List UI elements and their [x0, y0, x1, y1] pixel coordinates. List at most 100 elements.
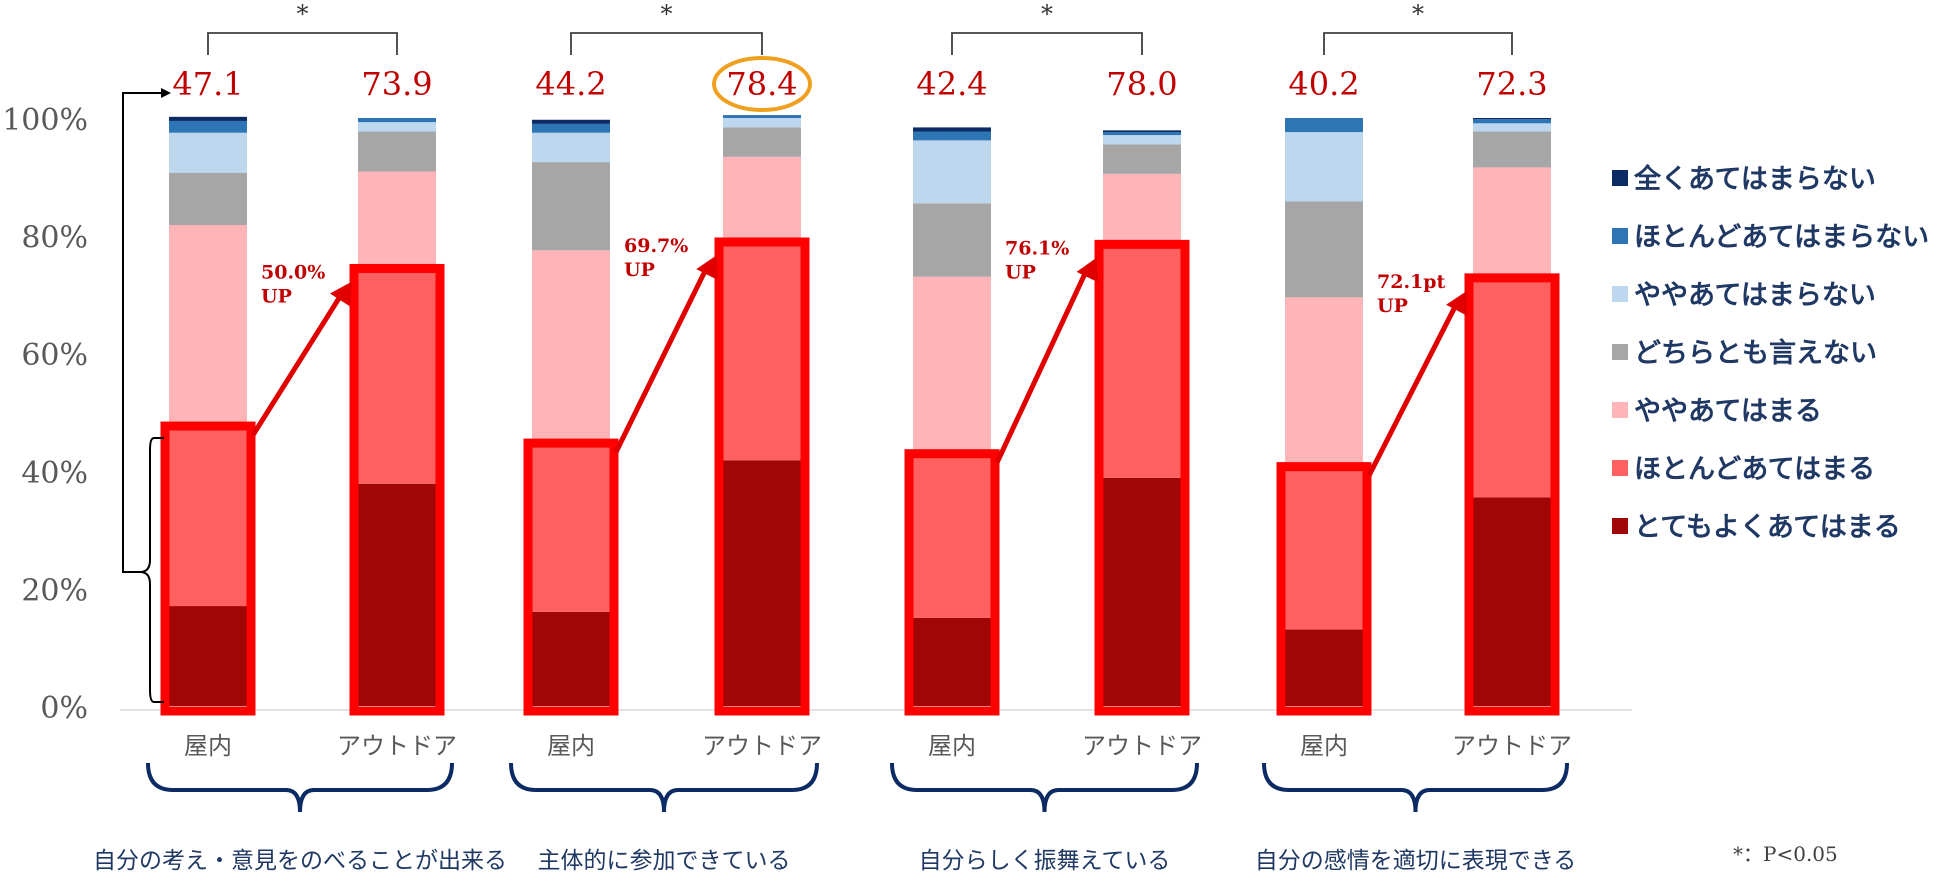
highlight-frame: [1094, 239, 1190, 716]
bar-segment: [1473, 118, 1551, 120]
bar-segment: [532, 123, 610, 133]
bar-segment: [913, 456, 991, 618]
highlight-frame: [523, 438, 619, 716]
bar-segment: [1103, 132, 1181, 136]
left-indicator-line: [122, 92, 161, 573]
significance-bracket: [1323, 32, 1513, 55]
legend-swatch: [1612, 228, 1628, 244]
significance-bracket: [570, 32, 763, 55]
bar-top-value: 73.9: [361, 65, 432, 103]
legend-swatch: [1612, 518, 1628, 534]
category-label: アウトドア: [702, 732, 822, 760]
significance-bracket: [207, 32, 398, 55]
legend-swatch: [1612, 170, 1628, 186]
legend-swatch: [1612, 402, 1628, 418]
legend-label: ほとんどあてはまらない: [1634, 222, 1929, 253]
bar-top-value: 78.4: [726, 65, 797, 103]
y-axis: 0% 20% 40% 60% 80% 100%: [2, 103, 1632, 726]
bar-segment: [723, 118, 801, 128]
significance-bracket: [951, 32, 1143, 55]
bar-segment: [532, 250, 610, 447]
category-label: アウトドア: [337, 732, 457, 760]
bar-segment: [1473, 167, 1551, 281]
bar-top-value: 72.3: [1476, 65, 1547, 103]
increase-label: 50.0%: [261, 261, 325, 283]
y-tick-label: 80%: [21, 221, 88, 256]
bar-segment: [1103, 135, 1181, 145]
legend-label: ややあてはまらない: [1634, 280, 1876, 311]
bar-segment: [723, 115, 801, 118]
bar-segment: [169, 132, 247, 173]
bar-segment: [723, 156, 801, 246]
bar-segment: [358, 271, 436, 484]
y-tick-label: 100%: [2, 103, 88, 138]
increase-arrowhead: [696, 255, 718, 281]
bar-top-value: 78.0: [1106, 65, 1177, 103]
bar-segment: [532, 162, 610, 251]
bar-segment: [913, 127, 991, 132]
left-indicator-arrowhead: [161, 88, 171, 98]
legend-label: どちらとも言えない: [1634, 338, 1877, 369]
increase-arrow: [994, 268, 1090, 464]
bar-segment: [169, 606, 247, 706]
significance-mark: *: [661, 0, 673, 28]
bar-segment: [1103, 130, 1181, 133]
increase-label: UP: [624, 259, 655, 281]
group-brace: [1262, 762, 1569, 813]
bar-segment: [1285, 469, 1363, 630]
category-label: 屋内: [1300, 732, 1348, 760]
bar-segment: [723, 127, 801, 157]
highlight-frame: [1464, 273, 1560, 716]
bar-segment: [1473, 280, 1551, 498]
bar-segment: [358, 131, 436, 172]
category-label: アウトドア: [1452, 732, 1572, 760]
highlight-frame: [349, 263, 445, 716]
increase-label: 76.1%: [1005, 237, 1069, 259]
increase-label: UP: [1377, 295, 1408, 317]
increase-arrowhead: [1076, 257, 1099, 283]
bar-segment: [1285, 629, 1363, 706]
bar-segment: [723, 245, 801, 461]
significance-mark: *: [1412, 0, 1424, 28]
bar-top-value: 47.1: [172, 65, 243, 103]
category-label: 屋内: [547, 732, 595, 760]
bar-segment: [358, 118, 436, 123]
bar-segment: [1473, 123, 1551, 132]
bar-segment: [358, 483, 436, 706]
legend-swatch: [1612, 344, 1628, 360]
bar-segment: [1285, 118, 1363, 133]
legend: 全くあてはまらないほとんどあてはまらないややあてはまらないどちらとも言えないやや…: [1612, 163, 1929, 543]
category-label: 屋内: [184, 732, 232, 760]
y-tick-label: 40%: [21, 456, 88, 491]
bars: [160, 115, 1560, 716]
category-label: アウトドア: [1082, 732, 1202, 760]
bar-segment: [913, 203, 991, 277]
increase-label: UP: [261, 285, 292, 307]
bar-segment: [1473, 497, 1551, 706]
footnote: *：P<0.05: [1733, 842, 1838, 866]
bar-segment: [532, 132, 610, 163]
bar-segment: [532, 611, 610, 706]
y-tick-label: 60%: [21, 338, 88, 373]
legend-swatch: [1612, 286, 1628, 302]
bar-segment: [1285, 297, 1363, 470]
bar-segment: [1285, 201, 1363, 298]
highlight-circle: [712, 56, 812, 112]
highlight-frame: [714, 237, 810, 716]
legend-label: ややあてはまる: [1634, 396, 1822, 427]
bar-segment: [723, 460, 801, 706]
bar-segment: [169, 120, 247, 133]
bar-segment: [1103, 144, 1181, 174]
group-label: 自分の感情を適切に表現できる: [1255, 848, 1577, 874]
highlight-frame: [1276, 462, 1372, 716]
increase-arrow: [613, 265, 710, 454]
significance-mark: *: [1041, 0, 1053, 28]
increase-arrowhead: [1446, 290, 1468, 316]
group-label: 自分の考え・意見をのべることが出来る: [93, 848, 507, 874]
y-tick-label: 20%: [21, 573, 88, 608]
bar-segment: [169, 172, 247, 226]
bar-segment: [1473, 131, 1551, 168]
increase-arrowhead: [329, 281, 352, 307]
